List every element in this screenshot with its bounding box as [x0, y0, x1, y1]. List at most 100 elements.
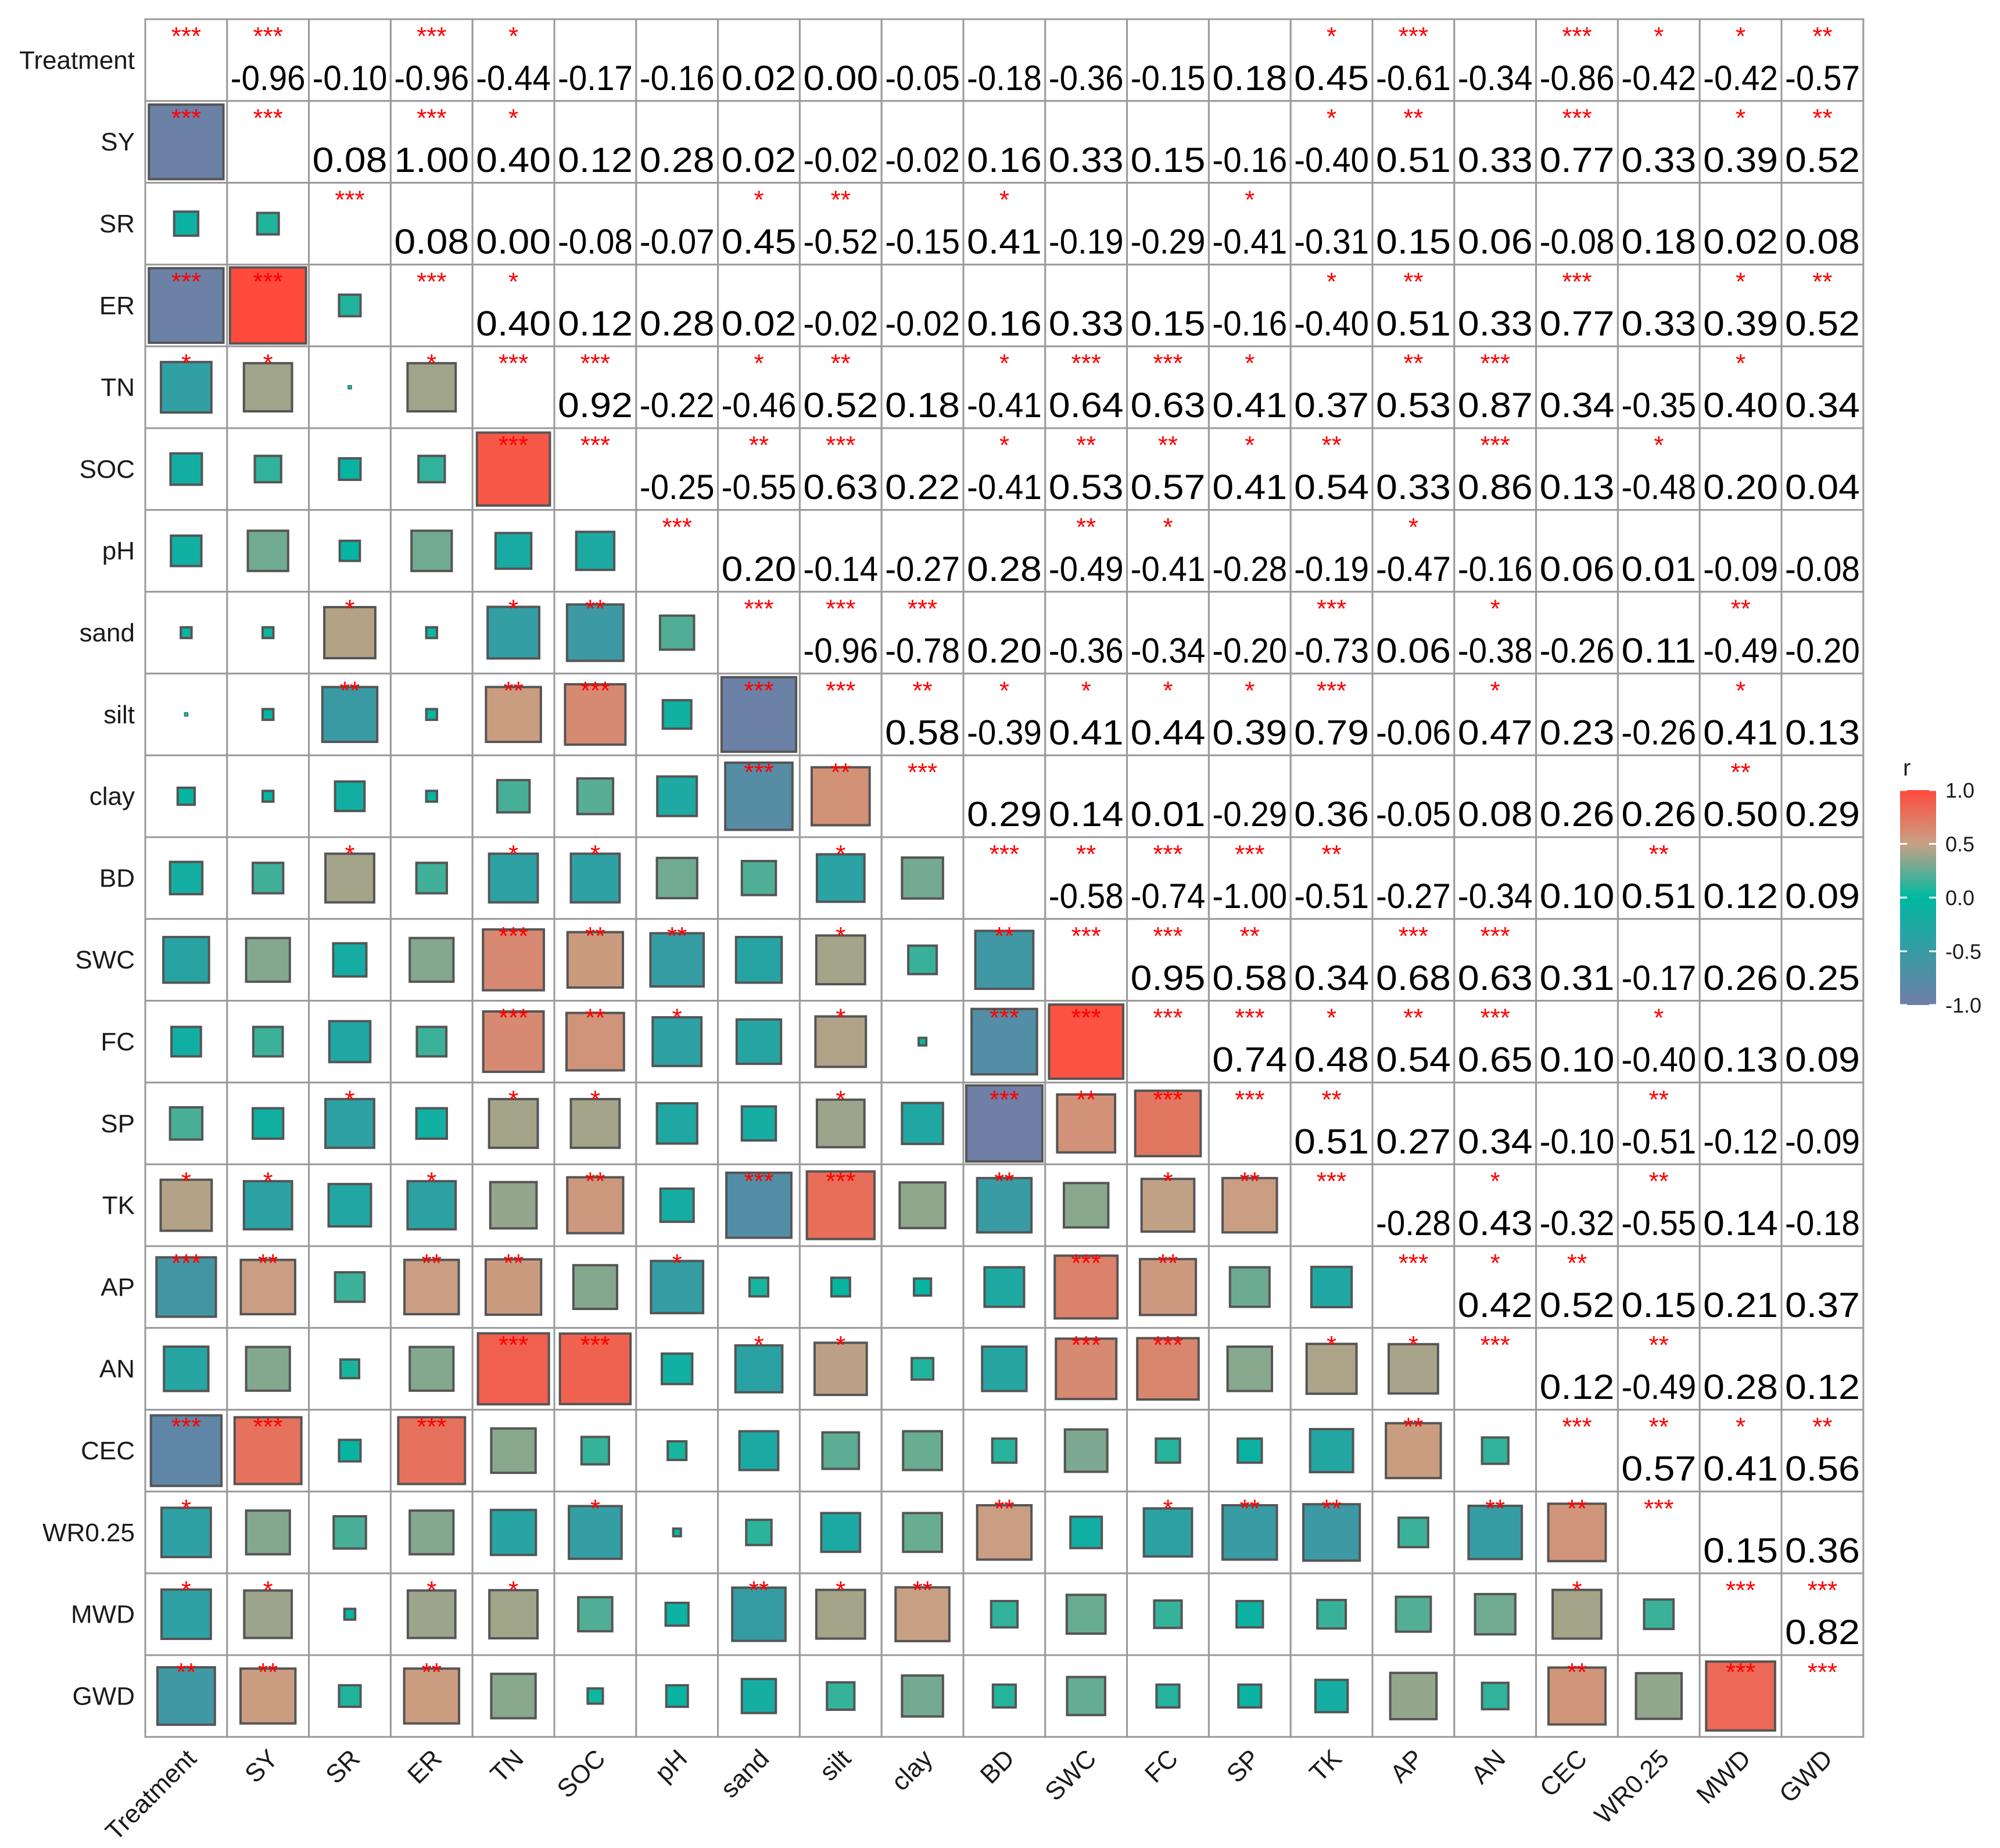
- significance-stars: ***: [1235, 1004, 1264, 1032]
- cell-border: [962, 591, 1046, 674]
- cell-clay-SP: -0.29: [1207, 754, 1292, 838]
- cell-border: [798, 100, 883, 184]
- cell-SR-MWD: 0.02: [1698, 182, 1783, 265]
- cell-BD-pH: [635, 836, 719, 920]
- correlation-value: 0.16: [967, 141, 1042, 180]
- cell-GWD-ER: **: [389, 1654, 474, 1738]
- cell-CEC-SP: [1207, 1409, 1292, 1492]
- correlation-value: -0.44: [476, 59, 551, 98]
- cell-sand-FC: -0.34: [1126, 591, 1210, 674]
- cell-border: [962, 672, 1046, 756]
- correlation-square: [1481, 1681, 1510, 1711]
- correlation-square: [740, 860, 777, 896]
- correlation-value: 0.10: [1540, 877, 1615, 916]
- cell-SWC-clay: [880, 918, 965, 1002]
- correlation-value: 0.15: [1131, 304, 1206, 343]
- column-label: AP: [1385, 1744, 1429, 1788]
- cell-WR0.25-WR0.25: ***: [1617, 1490, 1701, 1574]
- cell-ER-AN: 0.33: [1453, 263, 1537, 347]
- significance-stars: *: [508, 595, 518, 623]
- correlation-value: 0.12: [1785, 1368, 1860, 1406]
- cell-border: [1371, 263, 1456, 347]
- cell-GWD-CEC: **: [1535, 1654, 1619, 1738]
- correlation-square: [489, 1509, 537, 1556]
- column-label: FC: [1139, 1744, 1184, 1788]
- cell-SP-GWD: -0.09: [1780, 1081, 1865, 1165]
- cell-clay-BD: 0.29: [962, 754, 1046, 838]
- correlation-value: -0.40: [1621, 1040, 1696, 1079]
- cell-border: [1617, 18, 1701, 102]
- significance-stars: **: [1321, 1494, 1341, 1523]
- correlation-square: [1136, 1337, 1200, 1401]
- correlation-value: -0.16: [1212, 304, 1287, 343]
- cell-sand-TK: -0.73 ***: [1289, 591, 1374, 674]
- correlation-value: 0.13: [1703, 1040, 1778, 1079]
- correlation-value: -0.02: [803, 141, 878, 180]
- significance-stars: **: [1649, 840, 1669, 869]
- row-label: pH: [102, 537, 135, 565]
- cell-border: [1617, 1163, 1701, 1247]
- cell-border: [635, 427, 719, 511]
- correlation-value: 0.18: [1621, 223, 1696, 261]
- cell-TN-silt: 0.52 **: [798, 345, 883, 429]
- significance-stars: **: [1321, 1085, 1341, 1114]
- significance-stars: **: [503, 676, 523, 705]
- correlation-square: [1066, 1675, 1106, 1717]
- correlation-square: [1236, 1437, 1263, 1464]
- correlation-value: 0.40: [476, 141, 551, 180]
- cell-MWD-sand: **: [717, 1572, 801, 1656]
- cell-WR0.25-FC: *: [1126, 1490, 1210, 1574]
- significance-stars: *: [754, 186, 764, 214]
- column-label: Treatment: [100, 1744, 202, 1846]
- correlation-value: 0.33: [1049, 304, 1124, 343]
- correlation-value: 0.04: [1785, 468, 1860, 507]
- cell-MWD-SOC: [553, 1572, 637, 1656]
- cell-border: [1044, 754, 1128, 838]
- cell-silt-AP: -0.06: [1371, 672, 1456, 756]
- cell-SWC-SWC: ***: [1044, 918, 1128, 1002]
- cell-sand-MWD: -0.49 **: [1698, 591, 1783, 674]
- significance-stars: *: [345, 1085, 354, 1114]
- correlation-square: [569, 852, 621, 904]
- correlation-square: [1226, 1345, 1273, 1393]
- correlation-square: [666, 1440, 688, 1462]
- correlation-square: [661, 1352, 694, 1386]
- correlation-value: 0.43: [1458, 1204, 1533, 1243]
- cell-pH-TN: [471, 509, 555, 593]
- correlation-square: [1635, 1672, 1683, 1720]
- significance-stars: ***: [1317, 676, 1346, 705]
- cell-clay-sand: ***: [717, 754, 801, 838]
- cell-border: [1698, 427, 1783, 511]
- correlation-square: [748, 1276, 770, 1298]
- cell-TK-SY: *: [226, 1163, 310, 1247]
- cell-border: [1044, 427, 1128, 511]
- correlation-value: -0.34: [1131, 631, 1206, 670]
- correlation-value: -0.19: [1049, 223, 1124, 261]
- column-label: TN: [485, 1744, 529, 1788]
- cell-FC-pH: *: [635, 1000, 719, 1083]
- cell-SR-TN: 0.00: [471, 182, 555, 265]
- cell-border: [798, 427, 883, 511]
- cell-SP-SWC: **: [1044, 1081, 1128, 1165]
- correlation-square: [901, 1674, 944, 1718]
- cell-SR-WR0.25: 0.18: [1617, 182, 1701, 265]
- correlation-square: [1235, 1599, 1264, 1629]
- cell-border: [471, 182, 555, 265]
- cell-TK-TK: ***: [1289, 1163, 1374, 1247]
- correlation-square: [243, 1589, 293, 1639]
- cell-AN-SOC: ***: [553, 1327, 637, 1411]
- cell-SY-SWC: 0.33: [1044, 100, 1128, 184]
- significance-stars: ***: [499, 1331, 528, 1359]
- cell-CEC-CEC: ***: [1535, 1409, 1619, 1492]
- significance-stars: **: [1567, 1658, 1587, 1686]
- column-label: WR0.25: [1589, 1744, 1675, 1829]
- cell-border: [635, 182, 719, 265]
- cell-TN-AN: 0.87 ***: [1453, 345, 1537, 429]
- cell-SY-SP: -0.16: [1207, 100, 1292, 184]
- correlation-square: [974, 930, 1035, 991]
- cell-border: [1453, 263, 1537, 347]
- cell-CEC-GWD: 0.56 **: [1780, 1409, 1865, 1492]
- cell-TN-WR0.25: -0.35: [1617, 345, 1701, 429]
- cell-border: [1371, 182, 1456, 265]
- correlation-square: [343, 1607, 357, 1621]
